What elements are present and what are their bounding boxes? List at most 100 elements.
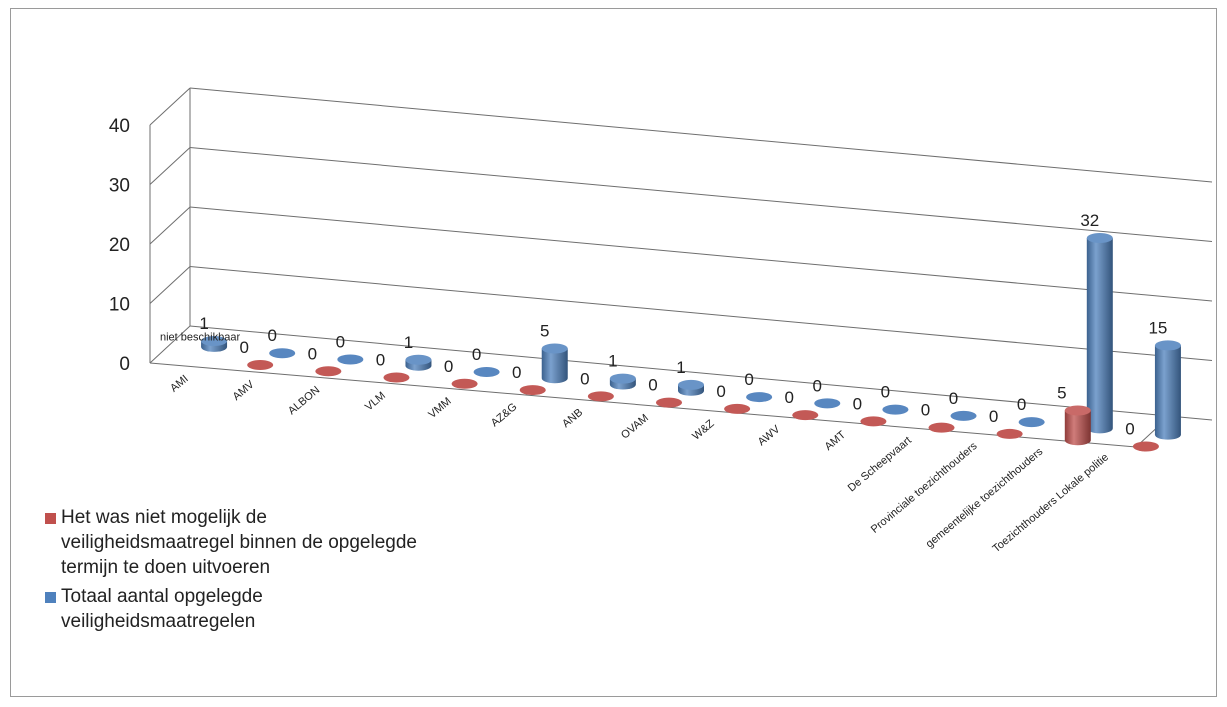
legend-item-series-1: Het was niet mogelijk de veiligheidsmaat… <box>45 505 445 580</box>
bar-disc-series-1 <box>315 366 342 377</box>
category-label: gemeentelijke toezichthouders <box>924 445 1046 550</box>
category-label: VMM <box>426 395 453 421</box>
category-label: W&Z <box>690 418 717 443</box>
bar-disc-series-1 <box>451 378 478 389</box>
side-gridline <box>149 266 191 304</box>
bar-disc-series-2 <box>950 410 977 421</box>
data-label-series-1: 0 <box>853 394 862 413</box>
bar-disc-series-2 <box>337 354 364 365</box>
bar-body-series-2 <box>1154 345 1181 440</box>
gridline <box>189 206 1213 302</box>
bar-disc-series-1 <box>996 428 1023 439</box>
data-label-series-2: 0 <box>949 389 958 408</box>
bar-disc-series-2 <box>882 404 909 415</box>
category-label: AWV <box>756 423 783 448</box>
bar-disc-series-1 <box>928 422 955 433</box>
data-label-series-2: 0 <box>472 345 481 364</box>
bar-disc-series-2 <box>814 398 841 409</box>
category-label: AZ&G <box>489 401 520 429</box>
data-label-series-2: 0 <box>881 383 890 402</box>
data-label-series-1: 0 <box>444 357 453 376</box>
bar-disc-series-1 <box>860 416 887 427</box>
data-label-series-2: 0 <box>336 332 345 351</box>
category-label: AMI <box>168 373 191 395</box>
data-label-series-2: 32 <box>1080 211 1099 230</box>
bar-top-series-2 <box>1154 340 1181 351</box>
category-label: ANB <box>560 407 585 431</box>
gridline <box>189 147 1213 242</box>
bar-disc-series-1 <box>587 391 614 402</box>
data-label-series-2: 0 <box>813 376 822 395</box>
bar-top-series-2 <box>541 343 568 354</box>
bar-body-series-2 <box>1086 238 1113 434</box>
bar-top-series-2 <box>405 354 432 365</box>
bar-disc-series-1 <box>519 385 546 396</box>
gridline <box>189 325 1213 421</box>
y-tick-label: 0 <box>119 354 130 375</box>
gridline <box>189 87 1213 183</box>
category-label: AMV <box>231 378 257 403</box>
gridline <box>189 266 1213 361</box>
legend: Het was niet mogelijk de veiligheidsmaat… <box>45 505 445 638</box>
data-label-series-2: 1 <box>199 314 208 333</box>
y-tick-label: 30 <box>109 176 130 197</box>
y-tick-label: 20 <box>109 235 130 256</box>
data-label-series-2: 1 <box>608 352 617 371</box>
legend-label-series-2: Totaal aantal opgelegde veiligheidsmaatr… <box>61 586 263 632</box>
data-label-series-1: 0 <box>921 401 930 420</box>
data-label-unavailable: niet beschikbaar <box>160 332 240 344</box>
legend-label-series-1: Het was niet mogelijk de veiligheidsmaat… <box>61 507 417 578</box>
data-label-series-1: 0 <box>512 363 521 382</box>
side-gridline <box>149 147 191 185</box>
category-label: ALBON <box>286 384 322 417</box>
data-label-series-2: 1 <box>404 333 413 352</box>
category-label: De Scheepvaart <box>846 435 914 495</box>
chart-frame: 0 10 20 30 40 AMI AMV ALBON VLM VMM AZ&G ANB OVAM W&Z… <box>10 8 1217 697</box>
data-label-series-1: 0 <box>308 344 317 363</box>
data-label-series-1: 0 <box>648 376 657 395</box>
bar-disc-series-2 <box>746 392 773 403</box>
grid-layer <box>149 87 1213 421</box>
bar-disc-series-1 <box>724 403 751 414</box>
legend-swatch-blue <box>45 592 56 603</box>
data-label-series-2: 0 <box>267 326 276 345</box>
category-label: AMT <box>823 429 849 453</box>
bar-body-series-1 <box>1064 410 1091 446</box>
bar-disc-series-1 <box>656 397 682 408</box>
category-label: OVAM <box>619 412 651 441</box>
bar-disc-series-2 <box>473 367 500 377</box>
bar-top-series-2 <box>609 373 636 384</box>
data-label-series-1: 0 <box>239 338 248 357</box>
category-label: VLM <box>363 390 388 414</box>
y-tick-label: 40 <box>109 116 130 137</box>
bar-disc-series-2 <box>1018 417 1045 428</box>
bar-layer <box>201 233 1181 452</box>
data-label-series-1: 0 <box>580 369 589 388</box>
bar-body-series-2 <box>541 348 568 384</box>
bar-disc-series-1 <box>383 372 410 383</box>
data-label-series-2: 1 <box>676 358 685 377</box>
data-label-series-2: 15 <box>1148 318 1167 337</box>
bar-top-series-1 <box>1064 405 1091 416</box>
category-label: Toezichthouders Lokale politie <box>990 451 1111 555</box>
legend-swatch-red <box>45 513 56 524</box>
side-gridline <box>149 206 191 245</box>
bar-top-series-2 <box>678 379 704 390</box>
bar-disc-series-1 <box>1132 441 1159 452</box>
data-label-series-1: 0 <box>989 407 998 426</box>
legend-item-series-2: Totaal aantal opgelegde veiligheidsmaatr… <box>45 584 445 634</box>
data-label-series-1: 0 <box>376 351 385 370</box>
side-gridline <box>149 87 191 126</box>
bar-top-series-2 <box>201 335 228 346</box>
data-label-series-1: 0 <box>716 382 725 401</box>
data-label-series-2: 0 <box>1017 395 1026 414</box>
side-gridline <box>149 325 191 364</box>
data-label-series-1: 5 <box>1057 383 1066 402</box>
data-label-series-1: 0 <box>1125 419 1134 438</box>
bar-disc-series-1 <box>247 360 274 370</box>
data-label-series-2: 5 <box>540 322 549 341</box>
bar-disc-series-1 <box>792 410 819 421</box>
y-tick-label: 10 <box>109 295 130 316</box>
